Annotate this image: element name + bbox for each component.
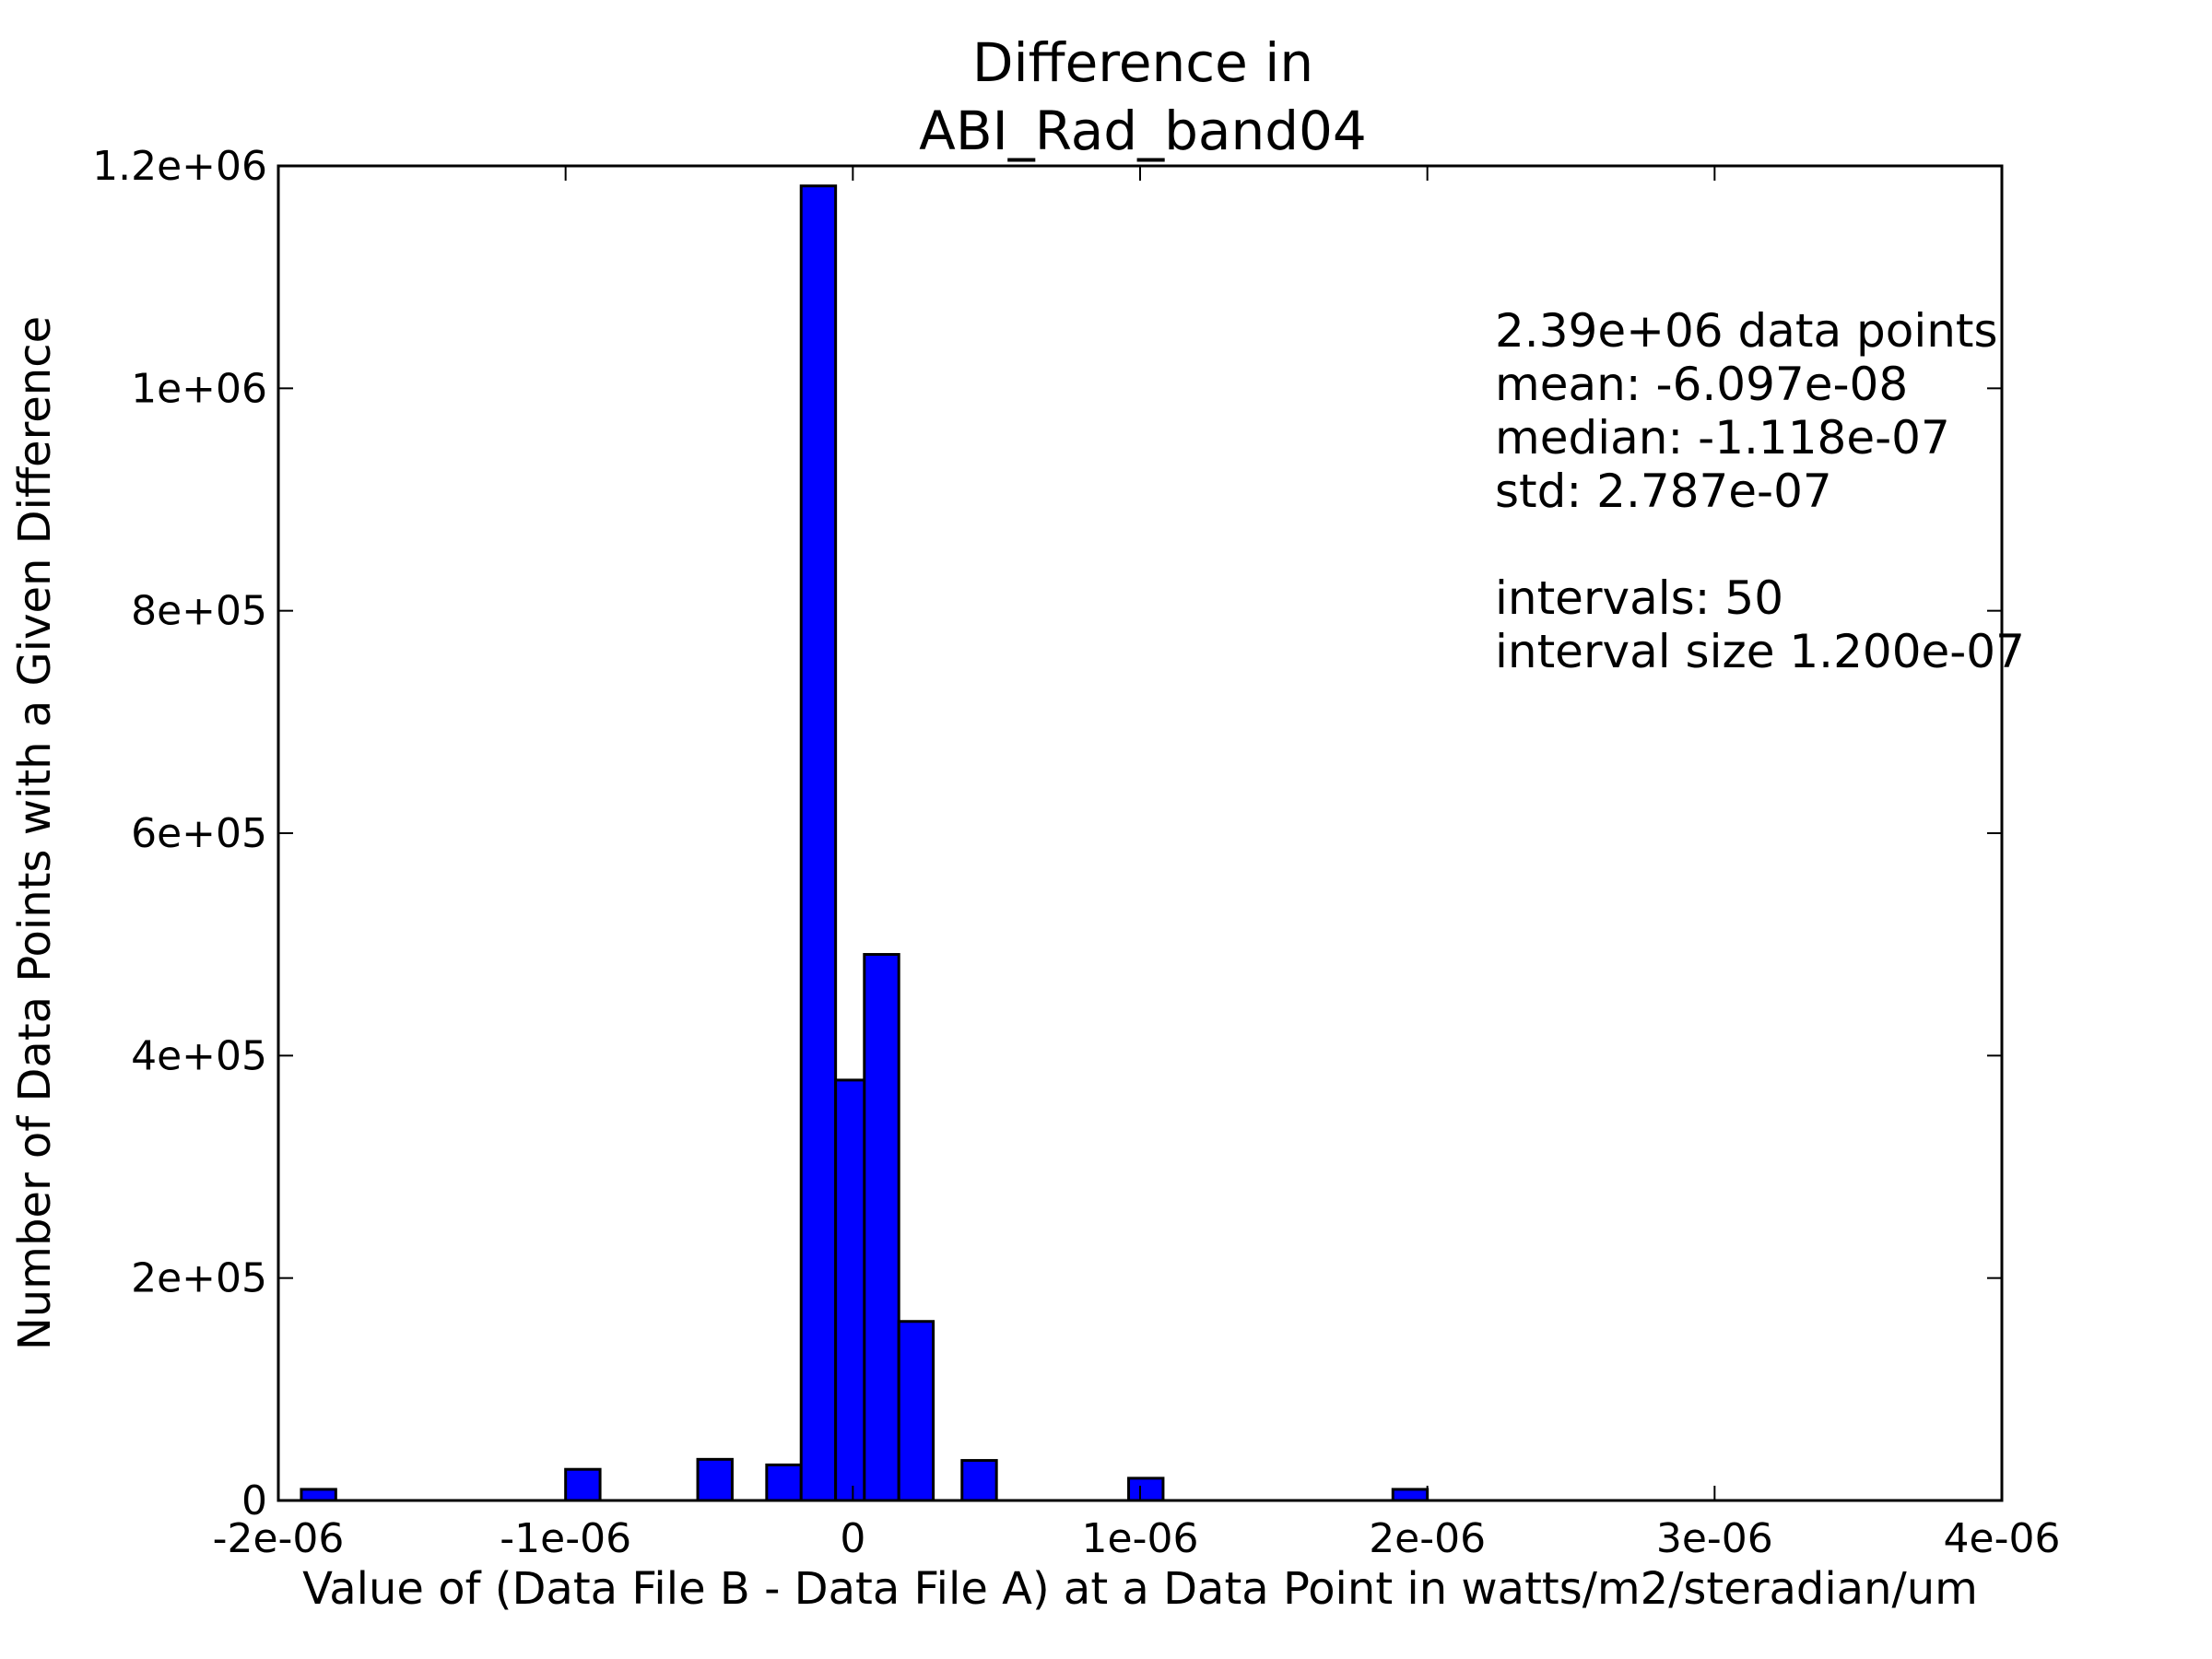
stats-line: 2.39e+06 data points bbox=[1495, 304, 1998, 358]
x-tick-labels: -2e-06 -1e-06 0 1e-06 2e-06 3e-06 4e-06 bbox=[213, 1515, 2061, 1562]
chart-title-line-1: Difference in bbox=[972, 31, 1313, 94]
histogram-bar bbox=[765, 1463, 803, 1502]
x-tick-label: 2e-06 bbox=[1369, 1515, 1486, 1562]
histogram-bar bbox=[564, 1467, 602, 1502]
stats-line: interval size 1.200e-07 bbox=[1495, 625, 2025, 678]
x-tick-label: 3e-06 bbox=[1656, 1515, 1773, 1562]
y-tick-labels: 0 2e+05 4e+05 6e+05 8e+05 1e+06 1.2e+06 bbox=[92, 143, 267, 1524]
y-tick-label: 6e+05 bbox=[131, 810, 267, 857]
histogram-bar bbox=[300, 1488, 337, 1502]
histogram-bar bbox=[863, 953, 900, 1502]
histogram-bar bbox=[897, 1320, 935, 1502]
stats-line: std: 2.787e-07 bbox=[1495, 465, 1832, 518]
histogram-bar bbox=[1391, 1488, 1430, 1502]
x-tick-label: -1e-06 bbox=[500, 1515, 631, 1562]
plot-frame bbox=[276, 164, 2004, 1502]
histogram-bar bbox=[696, 1457, 734, 1502]
x-axis-label: Value of (Data File B - Data File A) at … bbox=[302, 1563, 1978, 1615]
y-tick-label: 2e+05 bbox=[131, 1255, 267, 1302]
x-tick-label: 0 bbox=[840, 1515, 865, 1562]
x-tick-label: 1e-06 bbox=[1082, 1515, 1199, 1562]
y-tick-label: 1.2e+06 bbox=[92, 143, 267, 190]
x-tick-label: 4e-06 bbox=[1944, 1515, 2061, 1562]
histogram-bar bbox=[960, 1459, 998, 1502]
histogram-bar bbox=[1127, 1477, 1165, 1502]
stats-line: intervals: 50 bbox=[1495, 571, 1783, 625]
histogram-bar bbox=[799, 184, 838, 1502]
y-tick-label: 4e+05 bbox=[131, 1032, 267, 1079]
stats-line: median: -1.118e-07 bbox=[1495, 411, 1950, 465]
y-tick-label: 1e+06 bbox=[131, 365, 267, 412]
stats-line: mean: -6.097e-08 bbox=[1495, 358, 1908, 411]
histogram-bars bbox=[300, 184, 1430, 1502]
y-axis-label: Number of Data Points with a Given Diffe… bbox=[9, 316, 61, 1350]
y-tick-label: 8e+05 bbox=[131, 588, 267, 635]
chart-title-line-2: ABI_Rad_band04 bbox=[919, 100, 1367, 162]
x-tick-label: -2e-06 bbox=[213, 1515, 345, 1562]
y-tick-label: 0 bbox=[241, 1477, 267, 1524]
